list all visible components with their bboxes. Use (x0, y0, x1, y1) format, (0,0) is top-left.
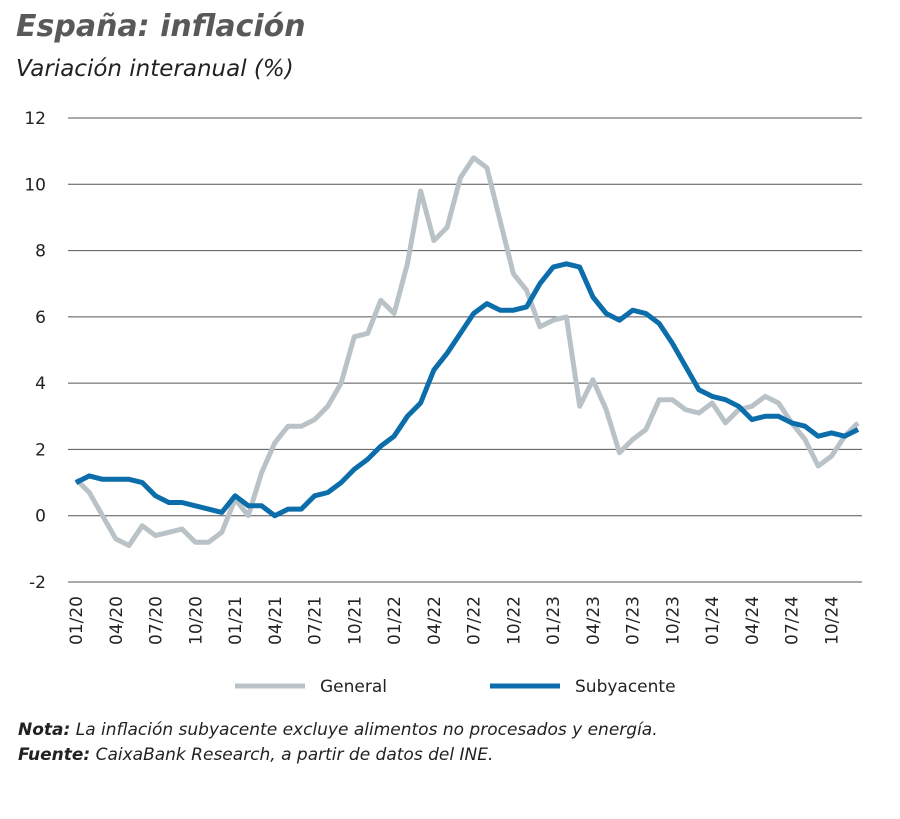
source: Fuente: CaixaBank Research, a partir de … (18, 743, 658, 768)
x-tick-label: 07/23 (624, 596, 644, 645)
y-tick-label: 4 (35, 374, 46, 394)
x-tick-label: 01/24 (703, 596, 723, 645)
chart-subtitle: Variación interanual (%) (16, 56, 294, 82)
series-line (74, 261, 860, 519)
x-tick-label: 01/21 (226, 596, 246, 645)
x-tick-label: 10/23 (663, 596, 683, 645)
x-tick-label: 10/22 (504, 596, 524, 645)
x-tick-label: 07/21 (306, 596, 326, 645)
y-tick-label: 10 (24, 175, 46, 195)
y-tick-label: 8 (35, 242, 46, 262)
series-line (74, 155, 860, 548)
x-tick-label: 04/22 (425, 596, 445, 645)
y-tick-label: 6 (35, 308, 46, 328)
x-tick-label: 04/20 (107, 596, 127, 645)
x-tick-label: 01/23 (544, 596, 564, 645)
chart: España: inflación Variación interanual (… (16, 9, 862, 697)
legend-label: Subyacente (575, 677, 676, 697)
note-text: La inflación subyacente excluye alimento… (70, 720, 658, 740)
x-tick-label: 10/21 (345, 596, 365, 645)
y-tick-label: -2 (29, 573, 46, 593)
x-tick-label: 07/22 (465, 596, 485, 645)
x-tick-label: 04/21 (266, 596, 286, 645)
legend-label: General (320, 677, 387, 697)
x-tick-label: 10/24 (822, 596, 842, 645)
chart-title: España: inflación (16, 9, 306, 44)
x-tick-label: 07/20 (147, 596, 167, 645)
y-tick-label: 12 (24, 109, 46, 129)
x-tick-label: 04/24 (743, 596, 763, 645)
notes: Nota: La inflación subyacente excluye al… (18, 718, 658, 768)
x-tick-label: 07/24 (783, 596, 803, 645)
y-tick-label: 0 (35, 507, 46, 527)
x-tick-label: 01/22 (385, 596, 405, 645)
x-tick-label: 04/23 (584, 596, 604, 645)
note-label: Nota: (18, 720, 71, 740)
x-tick-label: 10/20 (186, 596, 206, 645)
y-tick-label: 2 (35, 440, 46, 460)
source-text: CaixaBank Research, a partir de datos de… (90, 745, 494, 765)
note: Nota: La inflación subyacente excluye al… (18, 718, 658, 743)
source-label: Fuente: (18, 745, 91, 765)
x-tick-label: 01/20 (67, 596, 87, 645)
